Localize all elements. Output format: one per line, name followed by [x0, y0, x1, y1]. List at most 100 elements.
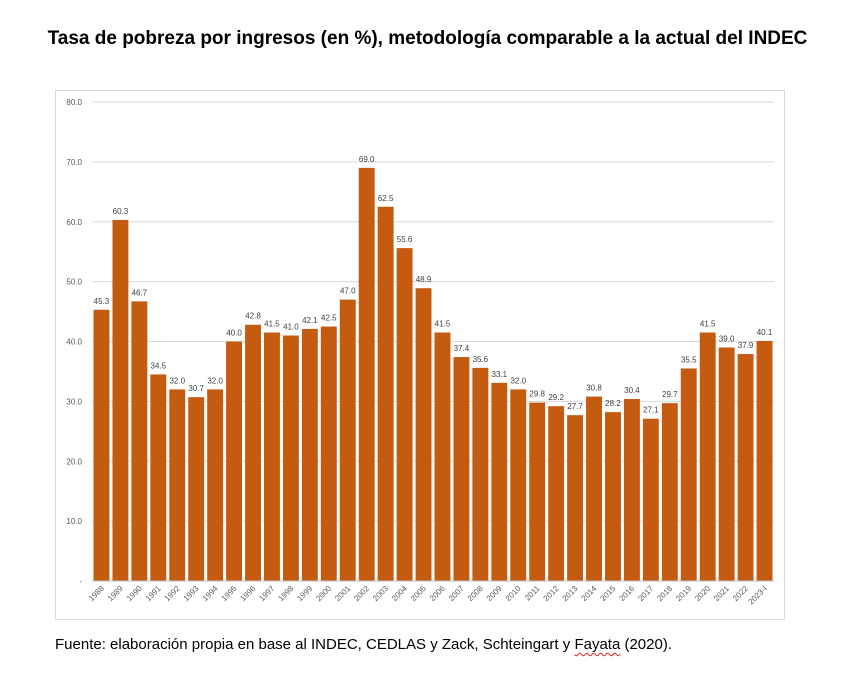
y-tick-label: -: [79, 577, 82, 586]
x-tick-label: 2010: [504, 584, 523, 603]
bar: [150, 374, 167, 581]
x-tick-label: 2003: [371, 584, 390, 603]
data-label: 41.5: [435, 320, 451, 329]
bar: [680, 368, 697, 581]
bar: [169, 389, 186, 581]
x-tick-label: 2021: [712, 584, 731, 603]
data-label: 32.0: [207, 376, 223, 385]
data-label: 42.1: [302, 316, 318, 325]
x-tick-label: 2016: [617, 584, 636, 603]
bar: [264, 332, 280, 581]
data-label: 30.8: [586, 384, 602, 393]
bar: [377, 206, 394, 581]
bar: [548, 406, 565, 581]
x-tick-label: 1994: [201, 584, 220, 603]
y-tick-label: 20.0: [66, 457, 82, 466]
bar: [453, 357, 470, 581]
bar: [131, 301, 148, 581]
data-label: 34.5: [151, 361, 167, 370]
data-label: 42.8: [245, 312, 261, 321]
x-tick-label: 2009: [485, 584, 504, 603]
y-tick-label: 40.0: [66, 338, 82, 347]
bar: [642, 418, 659, 581]
data-label: 32.0: [169, 376, 185, 385]
x-tick-label: 2017: [636, 584, 655, 603]
bar: [226, 341, 243, 581]
x-tick-label: 1990: [125, 584, 144, 603]
data-label: 35.6: [473, 355, 489, 364]
bar: [301, 328, 318, 581]
data-label: 37.9: [738, 341, 754, 350]
data-label: 47.0: [340, 287, 356, 296]
data-label: 35.5: [681, 355, 697, 364]
data-label: 55.6: [397, 235, 413, 244]
x-tick-label: 2015: [598, 584, 617, 603]
x-tick-label: 2011: [523, 584, 542, 603]
x-tick-label: 2018: [655, 584, 674, 603]
data-label: 42.5: [321, 314, 337, 323]
bar: [112, 219, 129, 582]
data-label: 46.7: [132, 288, 148, 297]
x-tick-label: 1997: [257, 584, 276, 603]
bar: [737, 354, 754, 581]
y-tick-label: 10.0: [66, 517, 82, 526]
x-tick-label: 2020: [693, 584, 712, 603]
bar: [491, 382, 508, 581]
data-label: 40.0: [226, 329, 242, 338]
data-label: 32.0: [510, 376, 526, 385]
x-tick-label: 2004: [390, 584, 409, 603]
x-tick-label: 1989: [106, 584, 125, 603]
x-tick-label: 1996: [238, 584, 257, 603]
data-label: 29.8: [529, 390, 545, 399]
x-tick-label: 2023-I: [747, 584, 769, 606]
bar: [472, 367, 489, 581]
bar: [718, 347, 735, 581]
data-label: 41.5: [264, 320, 280, 329]
bar: [320, 326, 337, 581]
bar: [605, 412, 621, 581]
bar: [661, 403, 678, 581]
x-tick-label: 1992: [163, 584, 182, 603]
data-label: 27.7: [567, 402, 583, 411]
bar-chart: - 10.0 20.0 30.0 40.0 50.0 60.0 70.0 80.0 45.3 198…: [66, 98, 774, 606]
x-tick-label: 2012: [542, 584, 561, 603]
bar: [415, 288, 432, 581]
x-tick-label: 2001: [333, 584, 352, 603]
x-tick-label: 1998: [276, 584, 295, 603]
x-tick-label: 2005: [409, 584, 428, 603]
bar: [396, 248, 413, 581]
data-label: 29.2: [548, 393, 564, 402]
bar: [623, 398, 640, 581]
data-label: 60.3: [113, 207, 129, 216]
data-label: 69.0: [359, 155, 375, 164]
bar: [339, 299, 356, 581]
y-tick-label: 30.0: [66, 397, 82, 406]
source-text-end: (2020).: [620, 636, 672, 653]
data-label: 28.2: [605, 399, 621, 408]
x-tick-label: 2019: [674, 584, 693, 603]
chart-area: - 10.0 20.0 30.0 40.0 50.0 60.0 70.0 80.0 45.3 198…: [55, 90, 785, 620]
chart-title: Tasa de pobreza por ingresos (en %), met…: [47, 28, 808, 49]
bar: [245, 324, 261, 581]
x-tick-label: 1988: [87, 584, 106, 603]
bar: [529, 402, 546, 581]
data-label: 37.4: [454, 344, 470, 353]
bar: [207, 389, 224, 581]
bar: [756, 340, 773, 581]
bar: [586, 396, 602, 581]
data-label: 30.4: [624, 386, 640, 395]
data-label: 29.7: [662, 390, 678, 399]
source-text: Fuente: elaboración propia en base al IN…: [55, 636, 575, 653]
source-note: Fuente: elaboración propia en base al IN…: [55, 636, 672, 653]
bar: [282, 335, 299, 581]
data-label: 48.9: [416, 275, 432, 284]
x-tick-label: 2000: [314, 584, 333, 603]
bar: [358, 167, 375, 582]
data-label: 45.3: [94, 297, 110, 306]
data-label: 30.7: [188, 384, 204, 393]
bar: [188, 397, 205, 581]
bar: [567, 415, 584, 581]
source-text-highlighted: Fayata: [574, 636, 621, 653]
data-label: 41.0: [283, 323, 299, 332]
x-tick-label: 1999: [295, 584, 314, 603]
